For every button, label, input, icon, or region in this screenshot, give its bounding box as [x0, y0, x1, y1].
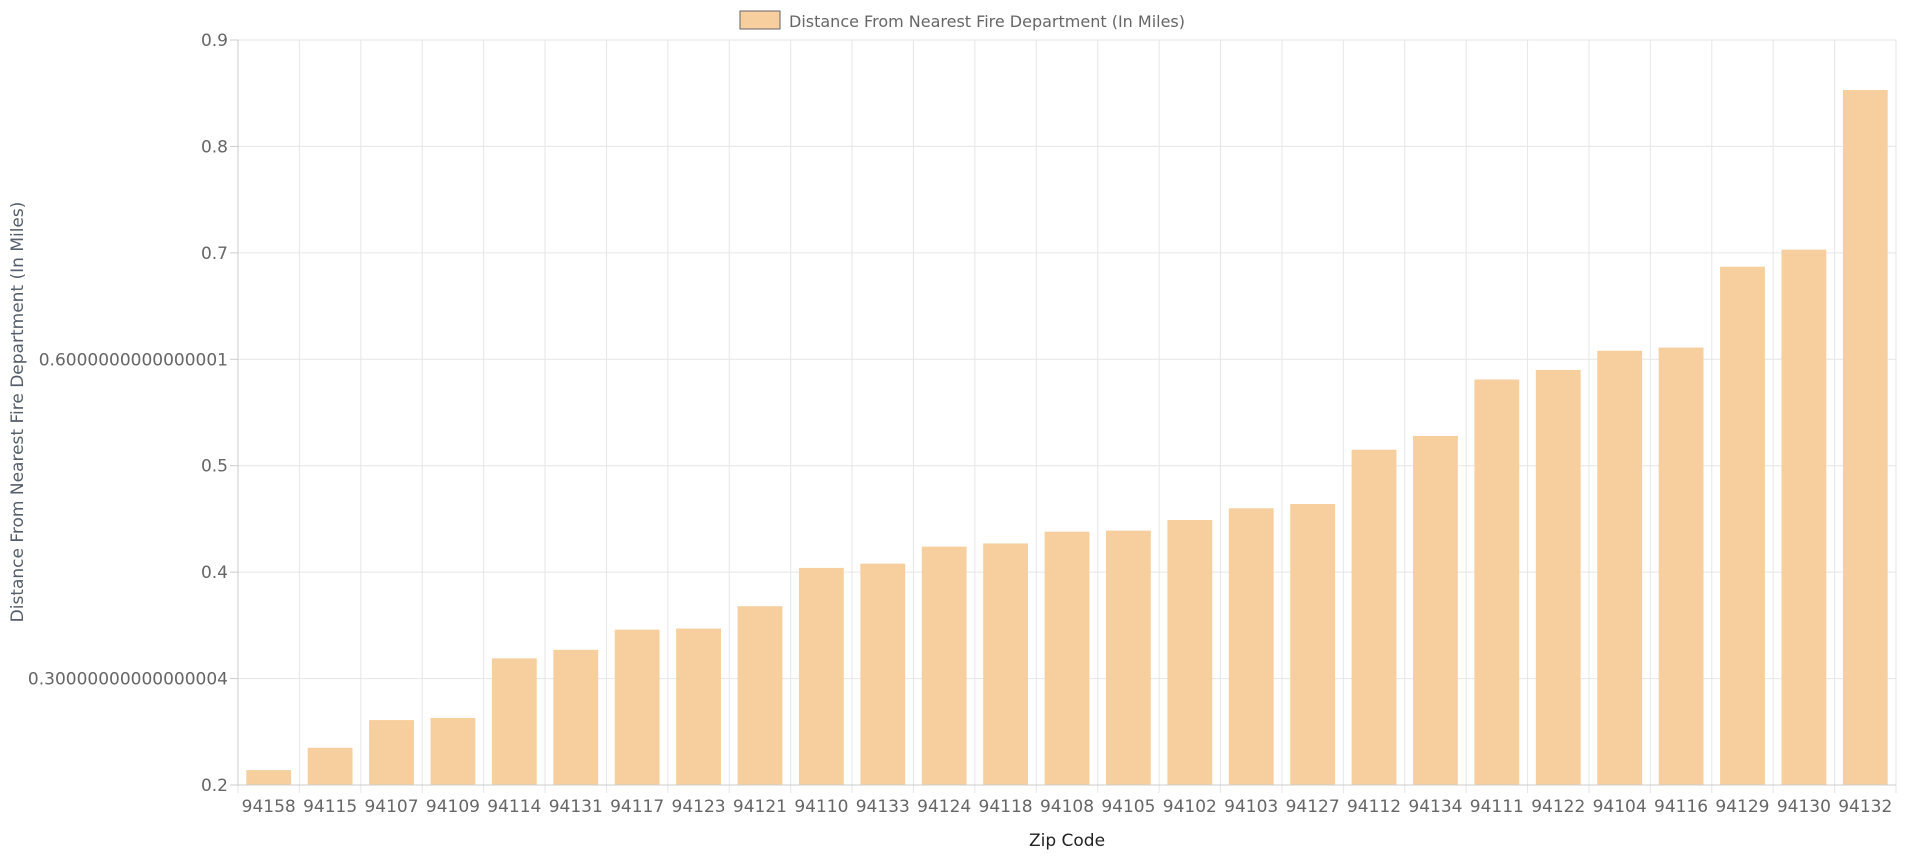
x-tick-label: 94118 [979, 797, 1033, 817]
x-tick-label: 94130 [1777, 797, 1831, 817]
bar-94102[interactable] [1167, 519, 1213, 785]
bar-94133[interactable] [860, 563, 906, 785]
y-tick-label: 0.4 [201, 563, 228, 583]
bar-94117[interactable] [614, 629, 660, 785]
bar-94134[interactable] [1413, 435, 1458, 785]
bar-94127[interactable] [1290, 504, 1336, 785]
x-tick-label: 94109 [426, 797, 480, 817]
x-tick-label: 94114 [487, 797, 541, 817]
bar-94112[interactable] [1351, 449, 1397, 785]
x-tick-label: 94132 [1838, 797, 1892, 817]
x-tick-label: 94122 [1531, 797, 1585, 817]
bar-94115[interactable] [307, 747, 353, 785]
x-tick-label: 94123 [672, 797, 726, 817]
x-tick-label: 94103 [1224, 797, 1278, 817]
x-tick-label: 94133 [856, 797, 910, 817]
bar-94122[interactable] [1535, 369, 1581, 785]
x-tick-label: 94134 [1408, 797, 1462, 817]
x-tick-label: 94112 [1347, 797, 1401, 817]
bar-94104[interactable] [1597, 350, 1643, 785]
x-tick-label: 94127 [1286, 797, 1340, 817]
x-tick-label: 94129 [1715, 797, 1769, 817]
y-axis-title: Distance From Nearest Fire Department (I… [8, 202, 28, 623]
grid [237, 39, 1897, 793]
bar-94130[interactable] [1781, 249, 1827, 785]
x-tick-label: 94107 [364, 797, 418, 817]
x-tick-label: 94121 [733, 797, 787, 817]
bar-94114[interactable] [491, 658, 537, 785]
bar-94105[interactable] [1105, 530, 1151, 785]
axes: 0.2 0.30000000000000004 0.4 0.5 0.6000000000… [28, 31, 1896, 817]
bars [246, 90, 1888, 786]
y-tick-label: 0.8 [201, 137, 228, 157]
bar-94107[interactable] [369, 720, 414, 785]
bar-94118[interactable] [983, 543, 1029, 785]
legend-swatch [739, 10, 781, 30]
y-tick-label: 0.5 [201, 457, 228, 477]
x-tick-label: 94116 [1654, 797, 1708, 817]
bar-94109[interactable] [430, 717, 476, 785]
x-tick-label: 94111 [1470, 797, 1524, 817]
legend[interactable]: Distance From Nearest Fire Department (I… [739, 10, 1185, 31]
bar-94110[interactable] [798, 567, 844, 785]
x-tick-label: 94104 [1593, 797, 1647, 817]
y-tick-label: 0.9 [201, 31, 228, 51]
bar-94103[interactable] [1228, 508, 1274, 785]
x-tick-label: 94117 [610, 797, 664, 817]
x-tick-label: 94108 [1040, 797, 1094, 817]
bar-94116[interactable] [1658, 347, 1704, 785]
x-tick-label: 94102 [1163, 797, 1217, 817]
x-tick-label: 94105 [1101, 797, 1155, 817]
bar-94108[interactable] [1044, 531, 1090, 785]
y-tick-label: 0.30000000000000004 [28, 670, 228, 690]
x-tick-label: 94115 [303, 797, 357, 817]
bar-94131[interactable] [553, 649, 599, 785]
x-axis-title: Zip Code [1029, 831, 1105, 851]
bar-94124[interactable] [921, 546, 967, 785]
bar-94132[interactable] [1842, 90, 1888, 786]
x-tick-label: 94110 [794, 797, 848, 817]
x-tick-label: 94158 [242, 797, 296, 817]
y-tick-label: 0.7 [201, 244, 228, 264]
x-tick-label: 94131 [549, 797, 603, 817]
bar-94129[interactable] [1720, 266, 1765, 785]
bar-94111[interactable] [1474, 379, 1520, 785]
y-tick-label: 0.2 [201, 776, 228, 796]
bar-94158[interactable] [246, 770, 292, 785]
y-tick-label: 0.6000000000000001 [39, 350, 228, 370]
bar-94123[interactable] [676, 628, 721, 785]
x-tick-label: 94124 [917, 797, 971, 817]
bar-94121[interactable] [737, 606, 783, 785]
legend-label: Distance From Nearest Fire Department (I… [789, 12, 1185, 31]
